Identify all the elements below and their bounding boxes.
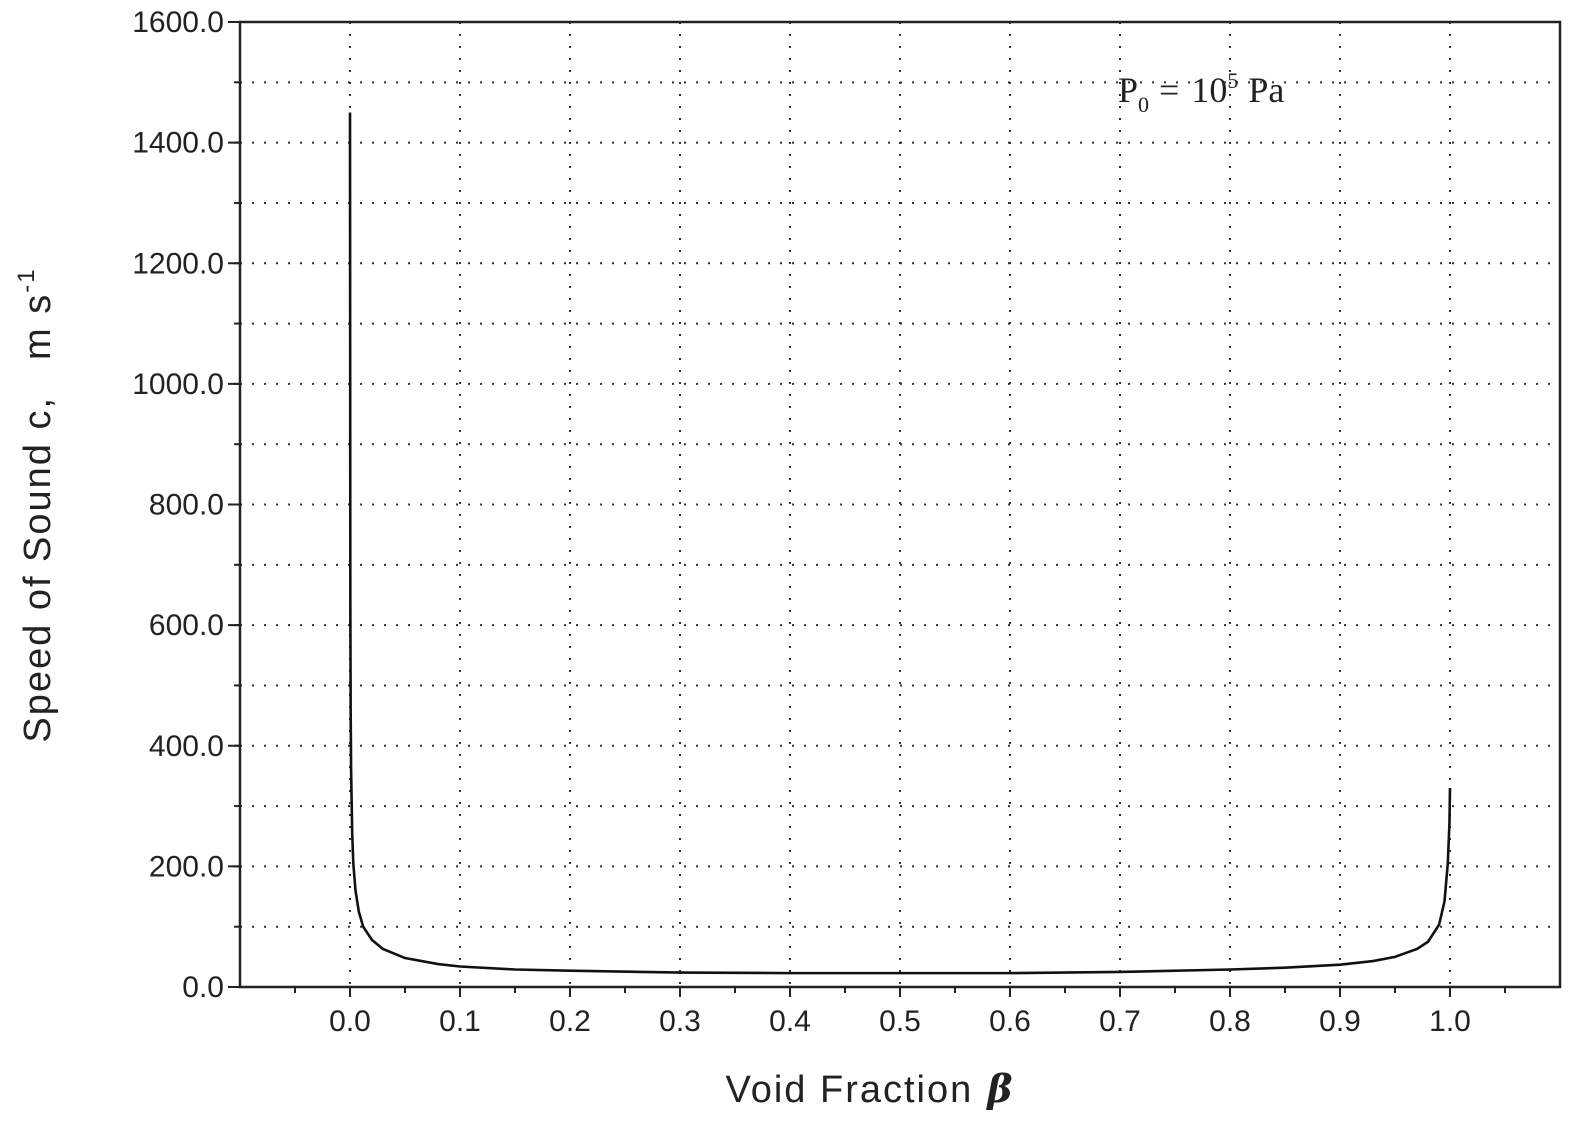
y-tick-label: 1400.0 (132, 127, 224, 160)
x-tick-label: 0.2 (549, 1005, 591, 1038)
y-tick-label: 200.0 (149, 850, 224, 883)
x-tick-label: 0.1 (439, 1005, 481, 1038)
pressure-annotation: P0 = 105 Pa (1118, 68, 1284, 117)
y-tick-label: 600.0 (149, 609, 224, 642)
y-tick-label: 1200.0 (132, 247, 224, 280)
series-line (348, 112, 1452, 975)
x-tick-label: 0.9 (1319, 1005, 1361, 1038)
x-tick-label: 0.8 (1209, 1005, 1251, 1038)
x-tick-label: 0.7 (1099, 1005, 1141, 1038)
x-axis-title: Void Fraction β (725, 1066, 1014, 1111)
y-tick-label: 800.0 (149, 489, 224, 522)
x-tick-label: 1.0 (1429, 1005, 1471, 1038)
grid (240, 22, 1560, 987)
x-tick-label: 0.0 (329, 1005, 371, 1038)
x-tick-label: 0.4 (769, 1005, 811, 1038)
x-tick-labels: 0.0 0.1 0.2 0.3 0.4 0.5 0.6 0.7 0.8 0.9 1.0 (329, 1005, 1471, 1038)
y-tick-label: 1600.0 (132, 6, 224, 39)
y-tick-label: 1000.0 (132, 368, 224, 401)
y-tick-label: 0.0 (182, 971, 224, 1004)
y-axis-title: Speed of Sound c,m s-1 (13, 267, 59, 742)
x-tick-label: 0.3 (659, 1005, 701, 1038)
y-tick-label: 400.0 (149, 730, 224, 763)
y-tick-labels: 0.0 200.0 400.0 600.0 800.0 1000.0 1200.0 1400.… (132, 6, 224, 1004)
axis-ticks (228, 21, 1506, 997)
x-tick-label: 0.6 (989, 1005, 1031, 1038)
x-tick-label: 0.5 (879, 1005, 921, 1038)
